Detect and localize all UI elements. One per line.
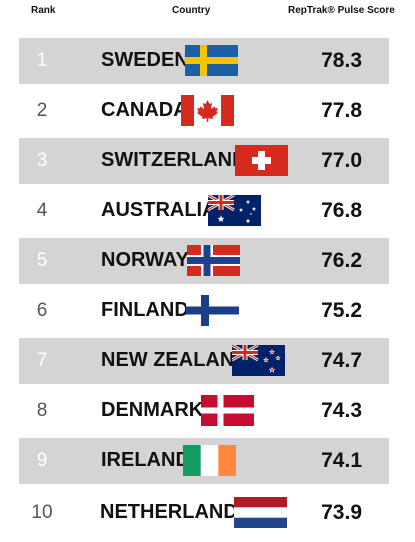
country-cell: NEW ZEALAND: [101, 349, 249, 371]
ireland-flag-icon: [183, 445, 236, 476]
rank-cell: 4: [36, 200, 48, 221]
country-cell: SWEDEN: [101, 49, 189, 71]
table-row: 8 DENMARK 74.3: [19, 388, 389, 434]
new-zealand-flag-icon: [232, 345, 285, 376]
score-cell: 74.1: [321, 449, 362, 472]
country-cell: NETHERLANDS: [100, 501, 252, 523]
rank-cell: 8: [36, 400, 48, 421]
score-cell: 73.9: [321, 501, 362, 524]
rank-header: Rank: [31, 5, 56, 16]
rank-cell: 10: [31, 502, 53, 523]
score-header: RepTrak® Pulse Score: [288, 5, 395, 16]
country-cell: NORWAY: [101, 249, 189, 271]
table-row: 7 NEW ZEALAND 74.7: [19, 338, 389, 384]
country-header: Country: [172, 5, 211, 16]
sweden-flag-icon: [185, 45, 238, 76]
score-cell: 76.2: [321, 249, 362, 272]
table-row: 2 CANADA 77.8: [19, 88, 389, 134]
score-cell: 74.7: [321, 349, 362, 372]
score-cell: 78.3: [321, 49, 362, 72]
norway-flag-icon: [187, 245, 240, 276]
country-cell: SWITZERLAND: [101, 149, 247, 171]
canada-flag-icon: [181, 95, 234, 126]
country-cell: FINLAND: [101, 299, 189, 321]
score-cell: 75.2: [321, 299, 362, 322]
table-row: 1 SWEDEN 78.3: [19, 38, 389, 84]
table-row: 9 IRELAND 74.1: [19, 438, 389, 484]
score-cell: 74.3: [321, 399, 362, 422]
country-cell: CANADA: [101, 99, 188, 121]
denmark-flag-icon: [201, 395, 254, 426]
rank-cell: 2: [36, 100, 48, 121]
country-cell: AUSTRALIA: [101, 199, 217, 221]
switzerland-flag-icon: [235, 145, 288, 176]
rank-cell: 7: [36, 350, 48, 371]
table-row: 4 AUSTRALIA 76.8: [19, 188, 389, 234]
rank-cell: 5: [36, 250, 48, 271]
netherlands-flag-icon: [234, 497, 287, 528]
country-cell: DENMARK: [101, 399, 204, 421]
table-row: 3 SWITZERLAND 77.0: [19, 138, 389, 184]
rank-cell: 3: [36, 150, 48, 171]
table-row: 10 NETHERLANDS 73.9: [19, 490, 389, 536]
score-cell: 77.8: [321, 99, 362, 122]
table-row: 5 NORWAY 76.2: [19, 238, 389, 284]
country-cell: IRELAND: [101, 449, 190, 471]
finland-flag-icon: [186, 295, 239, 326]
table-row: 6 FINLAND 75.2: [19, 288, 389, 334]
rank-cell: 1: [36, 50, 48, 71]
score-cell: 76.8: [321, 199, 362, 222]
rank-cell: 6: [36, 300, 48, 321]
rank-cell: 9: [36, 450, 48, 471]
australia-flag-icon: [208, 195, 261, 226]
score-cell: 77.0: [321, 149, 362, 172]
